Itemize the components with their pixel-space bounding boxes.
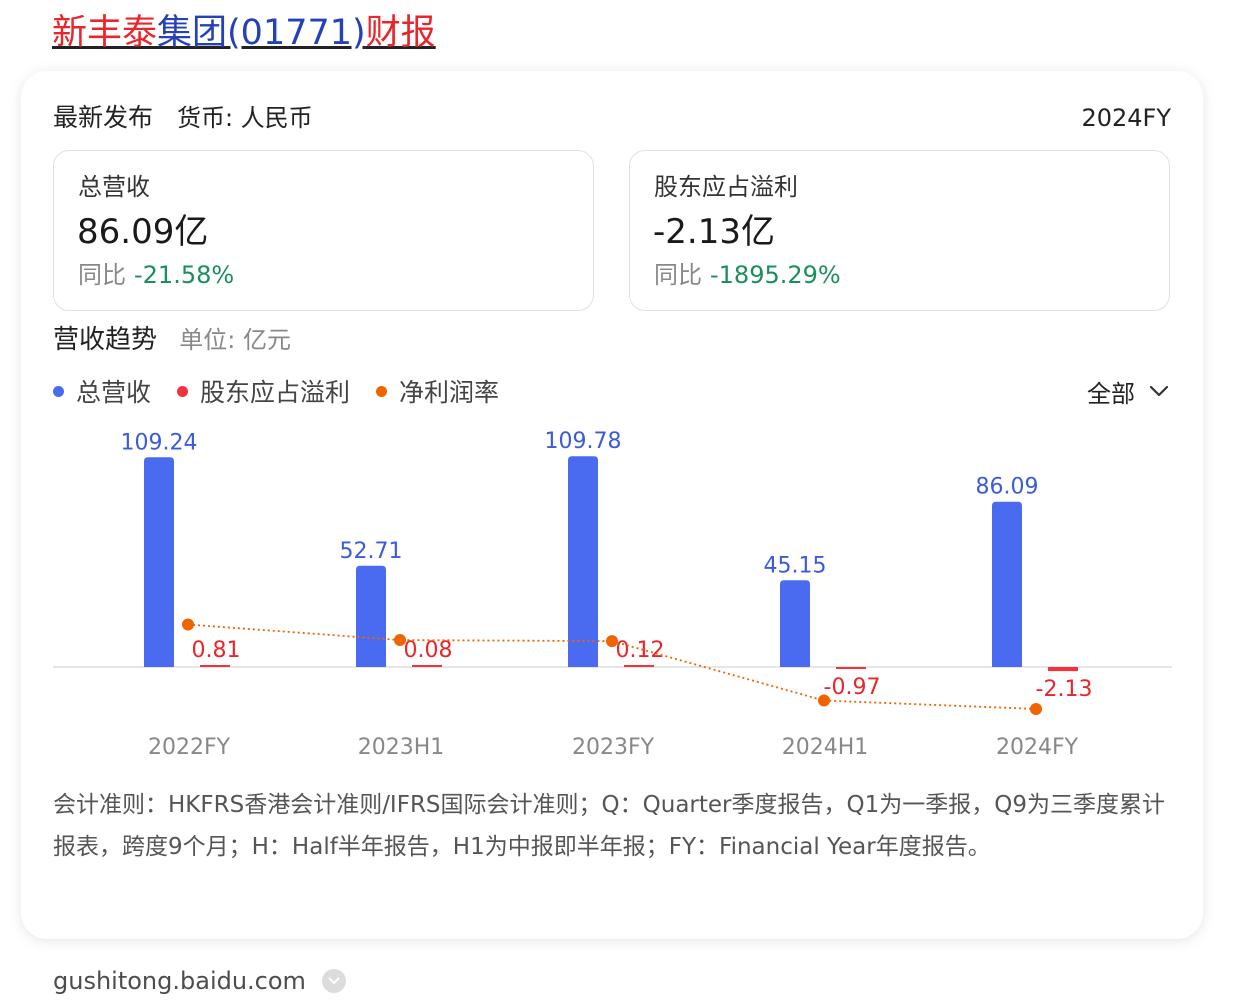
revenue-data-label: 109.24: [121, 430, 198, 455]
legend-item-profit[interactable]: 股东应占溢利: [177, 373, 350, 409]
profit-data-label: 0.12: [616, 638, 665, 663]
x-tick-label: 2024FY: [996, 735, 1079, 760]
currency-label: 货币: 人民币: [176, 104, 313, 132]
legend-item-margin[interactable]: 净利润率: [376, 373, 499, 409]
metric-card-revenue: 总营收 86.09亿 同比 -21.58%: [53, 150, 594, 311]
chevron-down-icon: [1149, 385, 1169, 397]
metric-value: 86.09亿: [77, 212, 209, 252]
revenue-data-label: 109.78: [545, 429, 622, 454]
yoy-value: -21.58%: [134, 261, 235, 289]
profit-bar: [836, 667, 866, 669]
chart-legend: 总营收 股东应占溢利 净利润率: [53, 374, 525, 408]
trend-title: 营收趋势: [53, 325, 158, 355]
legend-label: 净利润率: [399, 378, 500, 407]
yoy-label: 同比: [654, 261, 702, 289]
net-margin-line: [187, 623, 1037, 710]
legend-dot-icon: [177, 385, 189, 397]
source-domain[interactable]: gushitong.baidu.com: [53, 967, 306, 995]
profit-data-label: -0.97: [824, 675, 881, 700]
card-header: 最新发布 货币: 人民币: [53, 100, 313, 136]
source-footer: gushitong.baidu.com: [53, 963, 346, 999]
x-tick-label: 2024H1: [782, 735, 869, 760]
revenue-trend-chart: 109.24 0.81 2022FY 52.71 0.08 2023H1 109.78 0.1…: [53, 429, 1172, 760]
filter-label: 全部: [1087, 379, 1135, 408]
profit-bar: [412, 665, 442, 667]
net-margin-point: [182, 618, 194, 631]
revenue-data-label: 52.71: [340, 539, 403, 564]
chevron-down-icon: [328, 977, 340, 984]
revenue-bar: [568, 456, 598, 667]
yoy-label: 同比: [78, 261, 126, 289]
x-tick-label: 2023H1: [358, 735, 445, 760]
revenue-bar: [144, 457, 174, 667]
revenue-data-label: 45.15: [764, 553, 827, 578]
title-part-report: 财报: [365, 13, 436, 53]
report-period: 2024FY: [1081, 104, 1171, 132]
revenue-bar: [780, 580, 810, 667]
page-title-link[interactable]: 新丰泰集团(01771)财报: [52, 10, 436, 56]
trend-unit: 单位: 亿元: [179, 326, 291, 354]
legend-label: 总营收: [76, 378, 152, 407]
metric-label: 总营收: [78, 173, 150, 201]
revenue-bar: [356, 565, 386, 667]
profit-bar: [200, 665, 230, 667]
net-margin-point: [818, 694, 830, 707]
legend-item-revenue[interactable]: 总营收: [53, 373, 151, 409]
revenue-data-label: 86.09: [976, 475, 1039, 500]
metric-card-profit: 股东应占溢利 -2.13亿 同比 -1895.29%: [629, 150, 1170, 311]
period-filter-dropdown[interactable]: 全部: [1087, 374, 1169, 408]
metric-yoy: 同比 -21.58%: [78, 259, 234, 291]
metric-label: 股东应占溢利: [654, 173, 798, 201]
yoy-value: -1895.29%: [710, 261, 841, 289]
net-margin-point: [1030, 702, 1042, 715]
profit-data-label: -2.13: [1036, 677, 1093, 702]
revenue-bar: [992, 501, 1022, 667]
profit-data-label: 0.81: [192, 638, 241, 663]
net-margin-point: [394, 634, 406, 647]
trend-section-title: 营收趋势 单位: 亿元: [53, 322, 291, 358]
legend-dot-icon: [53, 385, 64, 397]
x-tick-label: 2023FY: [572, 735, 655, 760]
x-tick-label: 2022FY: [148, 735, 231, 760]
title-part-ticker: 集团(01771): [157, 13, 366, 53]
metric-yoy: 同比 -1895.29%: [654, 259, 841, 291]
legend-label: 股东应占溢利: [200, 378, 351, 407]
accounting-note: 会计准则：HKFRS香港会计准则/IFRS国际会计准则；Q：Quarter季度报…: [53, 792, 1165, 860]
title-part-company: 新丰泰: [52, 13, 158, 53]
profit-data-label: 0.08: [404, 638, 453, 663]
latest-release-label: 最新发布: [53, 103, 154, 132]
profit-bar: [1048, 667, 1078, 672]
net-margin-point: [606, 635, 618, 648]
profit-bar: [624, 665, 654, 667]
legend-dot-icon: [376, 385, 388, 397]
metric-value: -2.13亿: [653, 212, 775, 252]
source-menu-button[interactable]: [321, 969, 346, 993]
